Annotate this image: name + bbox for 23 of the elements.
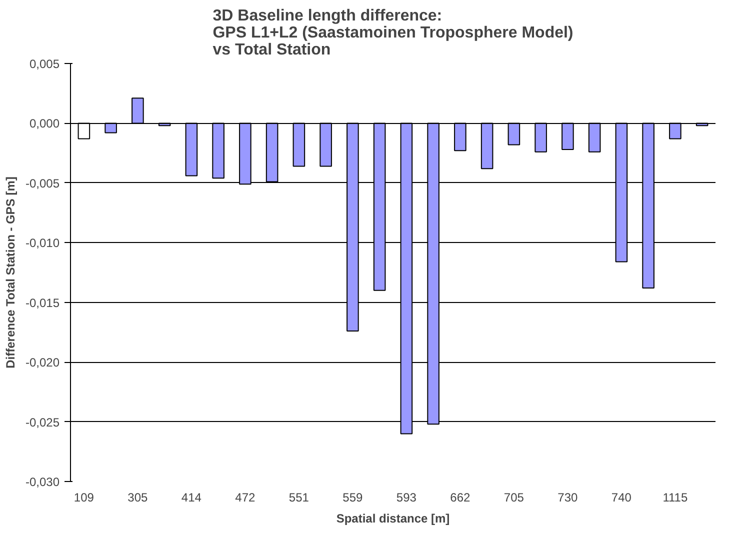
y-tick-label: -0,005 — [25, 176, 60, 190]
x-axis-title: Spatial distance [m] — [336, 512, 450, 526]
x-tick-label: 593 — [396, 490, 417, 504]
x-tick-label: 472 — [235, 490, 256, 504]
y-tick-label: 0,005 — [29, 57, 60, 71]
y-axis-title: Difference Total Station - GPS [m] — [3, 176, 18, 368]
x-tick-label: 662 — [450, 490, 471, 504]
chart-title: 3D Baseline length difference: GPS L1+L2 (Saastamoinen Troposphere Model) vs Total Station — [212, 8, 574, 58]
y-tick-label: 0,000 — [29, 116, 60, 131]
y-tick-label: -0,015 — [25, 296, 60, 310]
x-tick-label: 1115 — [662, 490, 688, 504]
x-tick-label: 414 — [181, 490, 202, 504]
y-tick-label: -0,025 — [25, 415, 60, 430]
x-tick-label: 705 — [504, 490, 524, 504]
y-tick-label: -0,030 — [25, 475, 60, 489]
x-tick-label: 559 — [342, 490, 364, 504]
y-tick-label: -0,020 — [25, 356, 60, 370]
y-tick-label: -0,010 — [25, 236, 60, 250]
x-tick-label: 740 — [611, 490, 632, 504]
x-tick-label: 305 — [128, 490, 148, 504]
x-tick-label: 551 — [288, 490, 310, 504]
x-tick-label: 730 — [558, 490, 578, 504]
x-tick-label: 109 — [74, 490, 94, 504]
